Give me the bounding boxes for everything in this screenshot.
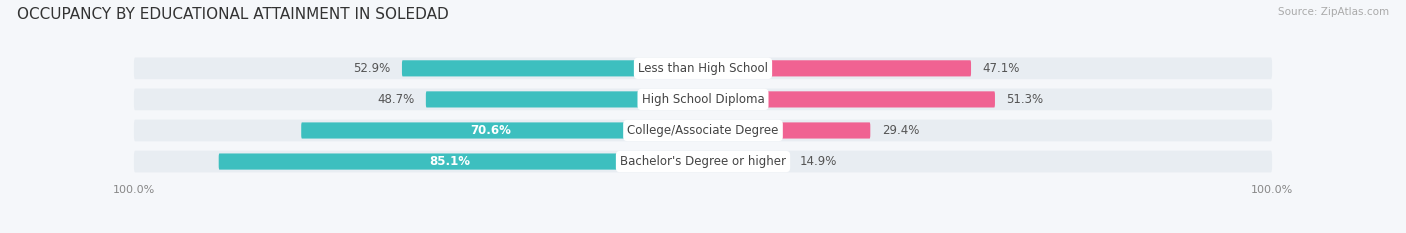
Text: Less than High School: Less than High School [638,62,768,75]
Text: Bachelor's Degree or higher: Bachelor's Degree or higher [620,155,786,168]
Text: Source: ZipAtlas.com: Source: ZipAtlas.com [1278,7,1389,17]
FancyBboxPatch shape [426,91,703,107]
FancyBboxPatch shape [134,89,1272,110]
FancyBboxPatch shape [134,58,1272,79]
Text: OCCUPANCY BY EDUCATIONAL ATTAINMENT IN SOLEDAD: OCCUPANCY BY EDUCATIONAL ATTAINMENT IN S… [17,7,449,22]
FancyBboxPatch shape [219,154,703,170]
FancyBboxPatch shape [703,154,787,170]
FancyBboxPatch shape [301,122,703,139]
Text: 51.3%: 51.3% [1007,93,1043,106]
FancyBboxPatch shape [703,60,972,76]
FancyBboxPatch shape [703,91,995,107]
Text: 14.9%: 14.9% [799,155,837,168]
FancyBboxPatch shape [134,151,1272,172]
FancyBboxPatch shape [703,122,870,139]
Text: 47.1%: 47.1% [983,62,1019,75]
Text: 85.1%: 85.1% [429,155,470,168]
FancyBboxPatch shape [402,60,703,76]
Text: 48.7%: 48.7% [377,93,415,106]
Text: 52.9%: 52.9% [353,62,391,75]
FancyBboxPatch shape [134,120,1272,141]
Text: College/Associate Degree: College/Associate Degree [627,124,779,137]
Text: 70.6%: 70.6% [470,124,512,137]
Text: High School Diploma: High School Diploma [641,93,765,106]
Text: 29.4%: 29.4% [882,124,920,137]
